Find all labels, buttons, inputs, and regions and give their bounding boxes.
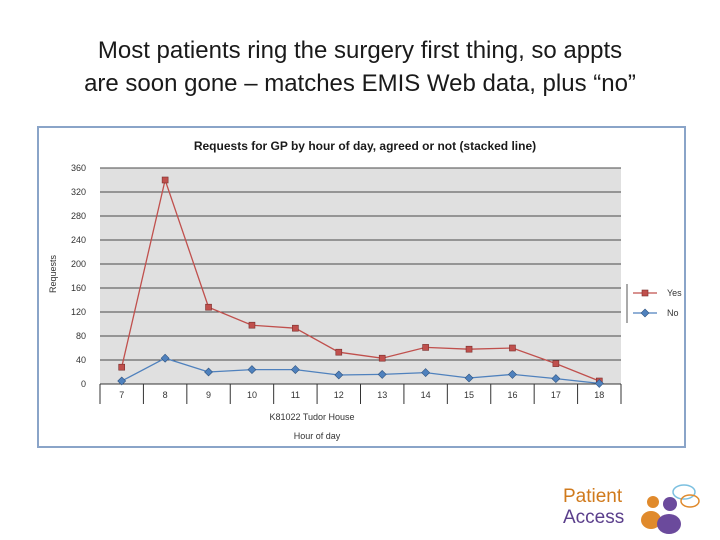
x-tick-label-9: 9 [206, 390, 211, 400]
point-no-16 [508, 369, 517, 379]
legend-marker-no [640, 308, 650, 318]
point-no-11 [290, 365, 300, 375]
x-tick-label-11: 11 [291, 390, 300, 400]
x-tick-label-10: 10 [247, 390, 257, 400]
y-tick-label-200: 200 [71, 259, 86, 269]
plot-area [100, 168, 621, 384]
series-line-no [121, 357, 600, 385]
point-no-9 [204, 367, 213, 377]
x-tick-label-12: 12 [334, 390, 344, 400]
y-axis-ticks: 0 40 80 120 160 200 240 280 320 360 [71, 163, 86, 389]
y-tick-label-360: 360 [71, 163, 86, 173]
point-no-7 [117, 376, 127, 386]
point-yes-10 [248, 321, 256, 329]
point-no-18 [594, 378, 604, 388]
x-axis-ticks: 7 8 9 10 11 12 13 14 15 16 17 18 [99, 383, 622, 404]
point-yes-13 [378, 354, 386, 362]
series-line-yes [121, 177, 600, 382]
point-yes-15 [465, 345, 473, 353]
x-tick-label-13: 13 [377, 390, 387, 400]
point-no-14 [421, 368, 431, 378]
gridlines [100, 167, 621, 385]
y-tick-label-40: 40 [76, 355, 86, 365]
y-axis-label: Requests [48, 254, 58, 293]
series-layer [117, 176, 604, 388]
point-no-17 [551, 374, 561, 384]
point-yes-17 [552, 360, 560, 367]
logo-head-purple [663, 497, 677, 511]
point-no-15 [464, 373, 474, 383]
x-axis-label: Hour of day [294, 431, 341, 441]
point-yes-7 [118, 363, 126, 371]
slide-title-line-2: are soon gone – matches EMIS Web data, p… [84, 70, 636, 97]
x-tick-label-16: 16 [507, 390, 517, 400]
x-tick-label-15: 15 [464, 390, 474, 400]
slide-title-line-1: Most patients ring the surgery first thi… [97, 37, 623, 64]
logo-line-1: Patient [563, 486, 623, 507]
y-tick-label-0: 0 [81, 379, 86, 389]
x-tick-label-17: 17 [551, 390, 561, 400]
point-yes-9 [205, 303, 212, 311]
y-tick-label-320: 320 [71, 187, 86, 197]
y-tick-label-160: 160 [71, 283, 86, 293]
logo-speech-bubble-orange [680, 494, 700, 508]
point-yes-16 [509, 344, 516, 352]
x-tick-label-7: 7 [119, 390, 124, 400]
logo-body-purple [657, 514, 681, 534]
logo-speech-bubble-blue [672, 484, 696, 500]
y-tick-label-240: 240 [71, 235, 86, 245]
point-no-10 [247, 365, 257, 375]
line-chart: Requests for GP by hour of day, agreed o… [48, 139, 682, 441]
point-no-13 [377, 369, 387, 379]
x-tick-label-8: 8 [163, 390, 168, 400]
legend-label-yes: Yes [667, 288, 682, 298]
point-yes-14 [422, 344, 429, 351]
logo-wordmark: Patient Access [563, 486, 624, 528]
y-tick-label-80: 80 [76, 331, 86, 341]
logo-body-orange [641, 511, 661, 529]
legend-marker-yes [641, 289, 649, 297]
logo-line-2: Access [563, 507, 625, 528]
chart-subtitle: K81022 Tudor House [269, 412, 354, 422]
logo-people-icon [641, 484, 700, 534]
point-no-8 [160, 353, 170, 363]
patient-access-logo: Patient Access [563, 480, 713, 536]
x-tick-label-18: 18 [594, 390, 604, 400]
slide-title: Most patients ring the surgery first thi… [20, 34, 700, 100]
legend-label-no: No [667, 308, 679, 318]
point-yes-8 [161, 176, 169, 184]
point-yes-11 [292, 324, 299, 332]
x-tick-label-14: 14 [421, 390, 431, 400]
y-tick-label-280: 280 [71, 211, 86, 221]
legend: Yes No [626, 284, 682, 323]
point-no-12 [334, 370, 344, 380]
chart-title: Requests for GP by hour of day, agreed o… [194, 139, 536, 153]
chart-frame: Requests for GP by hour of day, agreed o… [37, 126, 686, 448]
point-yes-12 [335, 348, 343, 356]
y-tick-label-120: 120 [71, 307, 86, 317]
logo-head-orange [647, 496, 659, 508]
